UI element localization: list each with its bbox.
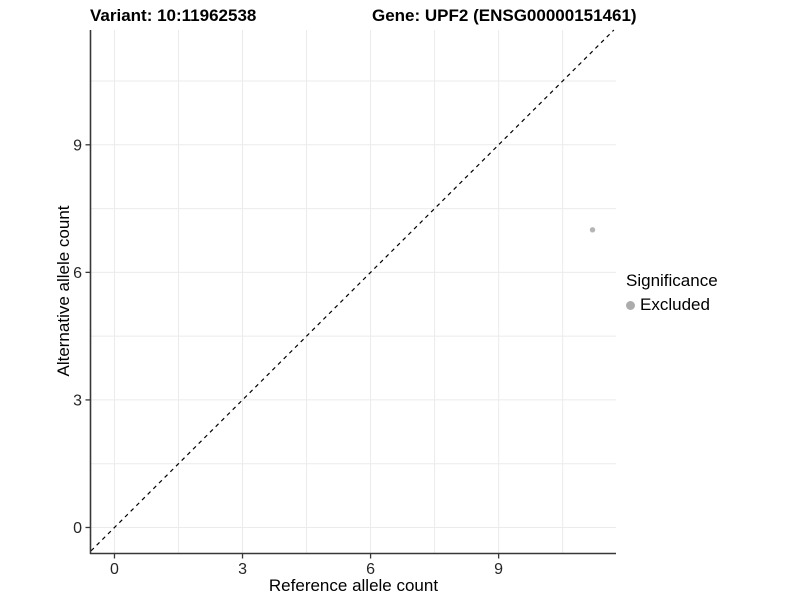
legend: Significance Excluded <box>626 271 718 315</box>
x-axis-title: Reference allele count <box>268 576 439 595</box>
legend-item-label: Excluded <box>640 295 710 314</box>
variant-title: Variant: 10:11962538 <box>90 6 257 25</box>
x-tick-label: 3 <box>238 561 247 578</box>
y-tick-label: 9 <box>73 137 82 154</box>
legend-title: Significance <box>626 271 718 290</box>
gene-title: Gene: UPF2 (ENSG00000151461) <box>372 6 637 25</box>
y-tick-label: 0 <box>73 520 82 537</box>
legend-dot-icon <box>626 300 635 310</box>
x-tick-label: 6 <box>366 561 375 578</box>
x-tick-label: 9 <box>494 561 503 578</box>
y-tick-label: 6 <box>73 265 82 282</box>
y-axis-title-text: Alternative allele count <box>54 205 73 377</box>
legend-item-excluded: Excluded <box>626 295 718 315</box>
y-tick-label: 3 <box>73 392 82 409</box>
data-point <box>589 227 596 233</box>
identity-line <box>90 29 615 552</box>
x-tick-label: 0 <box>110 561 119 578</box>
